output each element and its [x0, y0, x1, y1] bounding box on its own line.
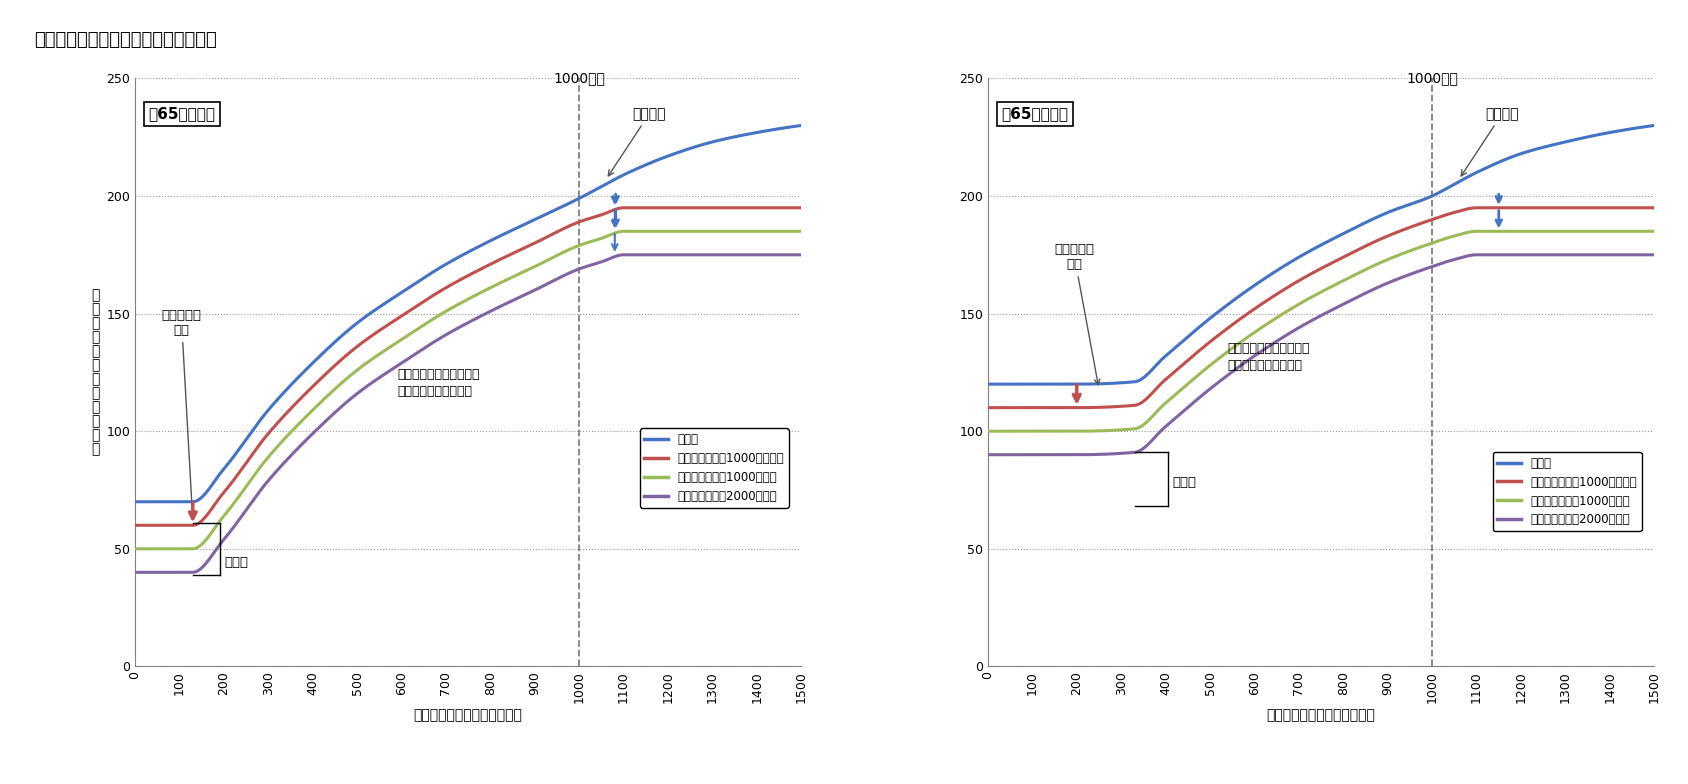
Legend: 改正前, 年金以外の所得1000万円以下, 年金以外の所得1000万円超, 年金以外の所得2000万円超: 改正前, 年金以外の所得1000万円以下, 年金以外の所得1000万円超, 年金… — [640, 429, 788, 507]
Text: 1000万円: 1000万円 — [1406, 71, 1458, 85]
X-axis label: 公的年金等収入金額（万円）: 公的年金等収入金額（万円） — [1266, 709, 1376, 723]
Text: 上限設定: 上限設定 — [1462, 107, 1519, 176]
Text: 改正後: 改正後 — [225, 557, 248, 569]
Text: 公的年金等収入以外の所
得に応じた控除引下げ: 公的年金等収入以外の所 得に応じた控除引下げ — [397, 368, 479, 397]
Text: 、65歳未満】: 、65歳未満】 — [149, 107, 216, 122]
Text: 1000万円: 1000万円 — [554, 71, 606, 85]
Text: 改正後: 改正後 — [1171, 477, 1197, 489]
Text: 図表２　改正前後の公的年金等控除額: 図表２ 改正前後の公的年金等控除額 — [34, 31, 216, 49]
Text: 上限設定: 上限設定 — [608, 107, 667, 176]
X-axis label: 公的年金等収入金額（万円）: 公的年金等収入金額（万円） — [414, 709, 523, 723]
Text: 基礎控除へ
振替: 基礎控除へ 振替 — [162, 309, 201, 516]
Text: 基礎控除へ
振替: 基礎控除へ 振替 — [1055, 243, 1101, 385]
Y-axis label: 公
的
年
金
等
控
除
額
（
万
円
）: 公 的 年 金 等 控 除 額 （ 万 円 ） — [91, 289, 100, 456]
Text: 公的年金等収入以外の所
得に応じた控除引下げ: 公的年金等収入以外の所 得に応じた控除引下げ — [1227, 342, 1310, 372]
Legend: 改正前, 年金以外の所得1000万円以下, 年金以外の所得1000万円超, 年金以外の所得2000万円超: 改正前, 年金以外の所得1000万円以下, 年金以外の所得1000万円超, 年金… — [1492, 452, 1642, 531]
Text: 、65歳以上】: 、65歳以上】 — [1001, 107, 1069, 122]
